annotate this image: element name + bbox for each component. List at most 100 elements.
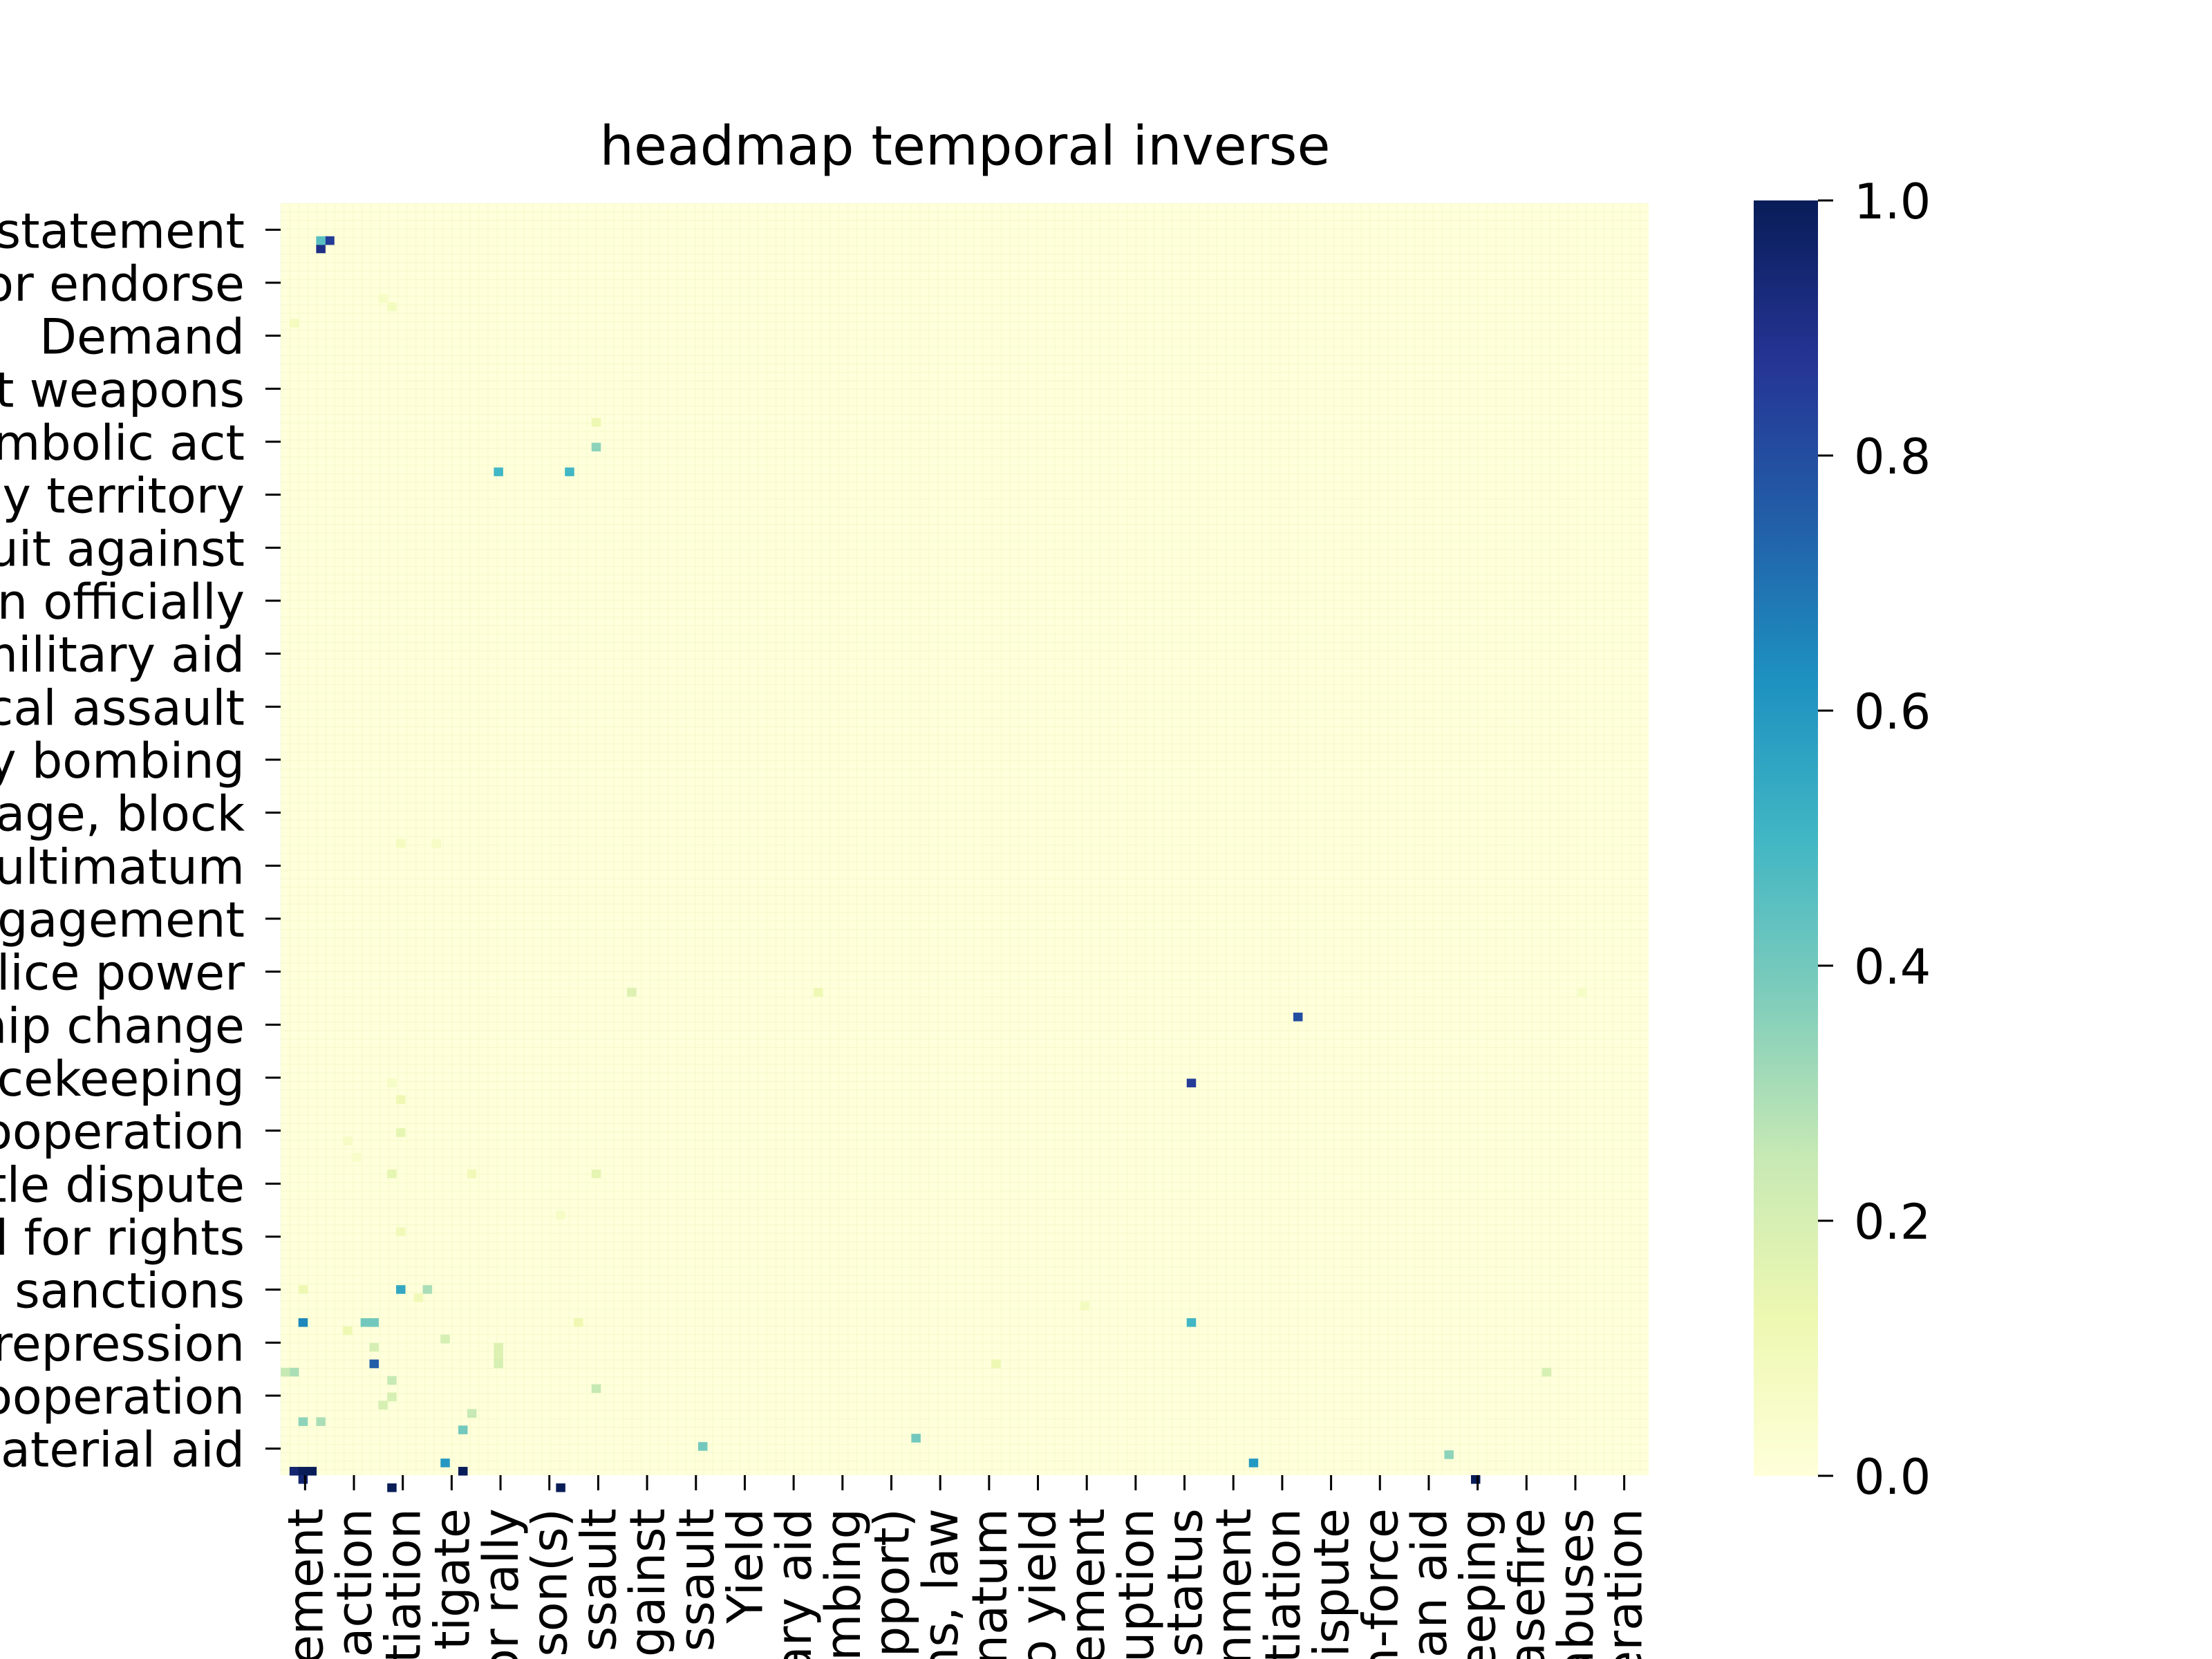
heatmap-cell: [467, 1409, 477, 1418]
heatmap-cell: [298, 1285, 308, 1294]
heatmap-cell: [556, 1483, 565, 1492]
heatmap-cell: [342, 1326, 353, 1335]
heatmap-cell: [440, 1459, 450, 1468]
y-tick-label: ultimatum: [0, 838, 245, 895]
heatmap-cell: [494, 1359, 503, 1369]
heatmap-cell: [387, 302, 397, 311]
y-tick-label: cekeeping: [0, 1051, 245, 1107]
heatmap-cell: [1293, 1012, 1303, 1022]
chart-title: headmap temporal inverse: [600, 115, 1331, 178]
y-tick-label: sanctions: [15, 1263, 245, 1320]
heatmap-cell: [591, 1384, 601, 1394]
heatmap-cell: [1186, 1318, 1197, 1327]
x-tick-label: eration: [1597, 1508, 1653, 1659]
heatmap-cell: [369, 1342, 379, 1352]
colorbar-tick-label: 0.0: [1854, 1449, 1931, 1506]
heatmap-cell: [1470, 1475, 1481, 1484]
heatmap-cell: [396, 1128, 406, 1137]
heatmap-cell: [396, 839, 406, 848]
heatmap-cell: [298, 1475, 308, 1484]
heatmap-cell: [325, 236, 335, 245]
y-tick-label: Demand: [39, 309, 245, 366]
x-tick-label: action: [326, 1508, 383, 1657]
x-tick-label: o yield: [1011, 1508, 1067, 1659]
heatmap-cell: [494, 467, 503, 476]
x-tick-label: or rally: [473, 1508, 529, 1659]
y-tick-label: ooperation: [0, 1369, 245, 1425]
y-tick-label: y territory: [3, 468, 245, 525]
heatmap-cell: [289, 319, 299, 328]
x-tick-label: tigate: [424, 1508, 480, 1650]
x-tick-label: tiation: [1255, 1508, 1311, 1659]
y-tick-label: uit against: [0, 521, 245, 577]
heatmap-cell: [494, 1351, 503, 1360]
x-tick-label: gainst: [619, 1508, 676, 1657]
y-tick-label: t weapons: [0, 362, 245, 418]
y-tick-label: military aid: [0, 627, 245, 684]
y-tick-label: lice power: [0, 945, 245, 1002]
x-tick-label: pport): [863, 1508, 920, 1657]
heatmap-background: [281, 203, 1649, 1475]
heatmap-cell: [1541, 1367, 1552, 1377]
heatmap-cell: [369, 1359, 379, 1369]
heatmap-cell: [316, 244, 326, 254]
y-tick-label: tle dispute: [0, 1156, 245, 1213]
heatmap-cell: [574, 1318, 583, 1327]
heatmap-cell: [387, 1483, 397, 1492]
colorbar-tick-label: 1.0: [1854, 174, 1931, 230]
heatmap-cell: [556, 1210, 565, 1220]
heatmap-cell: [378, 294, 388, 303]
heatmap-cells: [281, 236, 1587, 1492]
heatmap-cell: [369, 1318, 379, 1327]
heatmap-cell: [396, 1095, 406, 1104]
x-tick-label: Yield: [717, 1508, 774, 1624]
heatmap-cell: [387, 1376, 397, 1385]
x-tick-label: ary aid: [766, 1508, 823, 1659]
heatmap-cell: [591, 442, 601, 452]
heatmap-cell: [351, 1153, 362, 1162]
heatmap-cell: [378, 1400, 388, 1410]
heatmap-cell: [1577, 988, 1587, 997]
x-tick-label: ssault: [668, 1508, 725, 1651]
heatmap-cell: [458, 1467, 468, 1476]
y-tick-label: y bombing: [0, 733, 245, 789]
x-tick-label: eeping: [1450, 1508, 1507, 1659]
heatmap-cell: [316, 1417, 326, 1426]
heatmap-cell: [1080, 1302, 1090, 1311]
heatmap-cell: [440, 1334, 450, 1344]
heatmap-cell: [991, 1359, 1001, 1369]
x-tick-label: uption: [1108, 1508, 1165, 1659]
y-tick-label: age, block: [0, 786, 245, 843]
heatmap-cell: [1186, 1078, 1197, 1088]
heatmap-cell: [396, 1285, 406, 1294]
heatmap-cell: [458, 1425, 468, 1434]
heatmap-cell: [814, 988, 823, 997]
colorbar: [1754, 200, 1818, 1476]
heatmap-cell: [387, 1169, 397, 1179]
heatmap-cell: [413, 1293, 424, 1302]
heatmap-cell: [565, 467, 574, 476]
heatmap-cell: [467, 1169, 477, 1179]
heatmap-cell: [289, 1367, 299, 1377]
y-tick-label: l for rights: [0, 1210, 245, 1266]
heatmap-cell: [298, 1417, 308, 1426]
x-tick-label: son(s): [522, 1508, 579, 1657]
heatmap-cell: [591, 1169, 601, 1179]
heatmap-cell: [431, 839, 441, 848]
heatmap-cell: [591, 418, 601, 427]
y-tick-label: cal assault: [0, 679, 245, 736]
x-tick-label: natum: [962, 1508, 1018, 1659]
y-tick-label: hip change: [0, 997, 245, 1054]
heatmap-cell: [316, 236, 326, 245]
heatmap-cell: [289, 1467, 299, 1476]
heatmap-cell: [298, 1318, 308, 1327]
heatmap-cell: [1248, 1459, 1259, 1468]
x-tick-label: asefire: [1499, 1508, 1555, 1659]
heatmap-cell: [387, 1392, 397, 1402]
x-tick-label: status: [1157, 1508, 1214, 1657]
colorbar-axis: 0.0 0.2 0.4 0.6 0.8 1.0: [1818, 174, 1931, 1506]
heatmap-cell: [697, 1442, 708, 1451]
colorbar-tick-label: 0.6: [1854, 684, 1931, 740]
